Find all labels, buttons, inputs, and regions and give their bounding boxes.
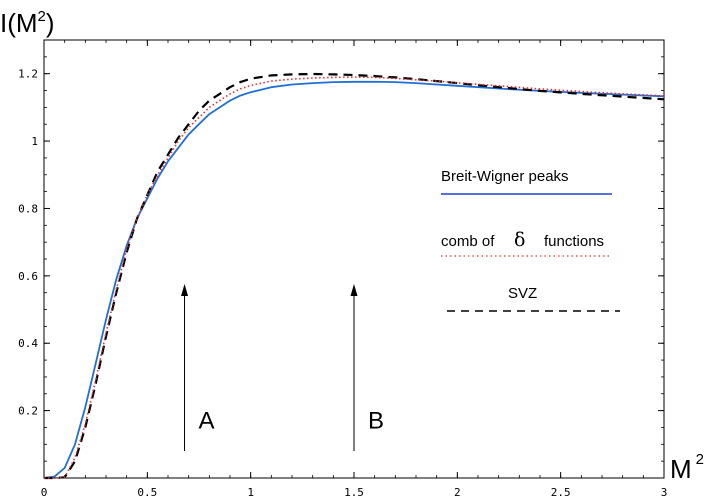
x-tick-label: 1	[247, 486, 254, 499]
legend-label-comb-a: comb of	[441, 233, 495, 250]
y-axis-title-sup: 2	[38, 8, 46, 25]
svg-text:M2: M2	[670, 451, 704, 484]
x-tick-label: 0.5	[137, 486, 157, 499]
x-tick-label: 0	[41, 486, 48, 499]
x-tick-label: 2	[454, 486, 461, 499]
y-axis-title-close: )	[46, 8, 55, 38]
legend-label-comb-delta: δ	[514, 229, 525, 251]
y-axis-title: I(M2)	[0, 8, 55, 38]
annotation-label-b: B	[368, 408, 384, 435]
y-tick-label: 0.2	[18, 405, 38, 418]
svg-text:I(M2): I(M2)	[0, 8, 55, 38]
y-axis-title-base: I(M	[0, 8, 38, 38]
y-tick-label: 1	[31, 135, 38, 148]
y-tick-label: 1.2	[18, 68, 38, 81]
x-tick-label: 1.5	[344, 486, 364, 499]
x-axis-title-base: M	[670, 454, 692, 484]
legend: Breit-Wigner peaks comb of δ functions S…	[441, 168, 620, 312]
y-tick-label: 0.8	[18, 202, 38, 215]
legend-label-comb-b: functions	[544, 233, 604, 250]
x-tick-label: 3	[661, 486, 668, 499]
x-tick-label: 2.5	[551, 486, 571, 499]
x-axis-title-sup: 2	[696, 451, 704, 468]
y-tick-label: 0.4	[18, 337, 38, 350]
series-layer	[43, 72, 665, 480]
series-line-comb-delta	[44, 76, 665, 479]
y-tick-label: 0.6	[18, 270, 38, 283]
x-axis-ticks: 0 0.5 1 1.5 2 2.5 3	[41, 40, 668, 499]
legend-label-breit-wigner: Breit-Wigner peaks	[441, 168, 569, 185]
annotation-label-a: A	[199, 408, 215, 435]
annotation-arrowhead-a	[181, 283, 189, 296]
annotation-arrowhead-b	[350, 283, 358, 296]
series-line-breit-wigner	[43, 80, 665, 479]
y-axis-ticks: 0.2 0.4 0.6 0.8 1 1.2	[18, 56, 664, 462]
legend-label-svz: SVZ	[508, 285, 537, 302]
